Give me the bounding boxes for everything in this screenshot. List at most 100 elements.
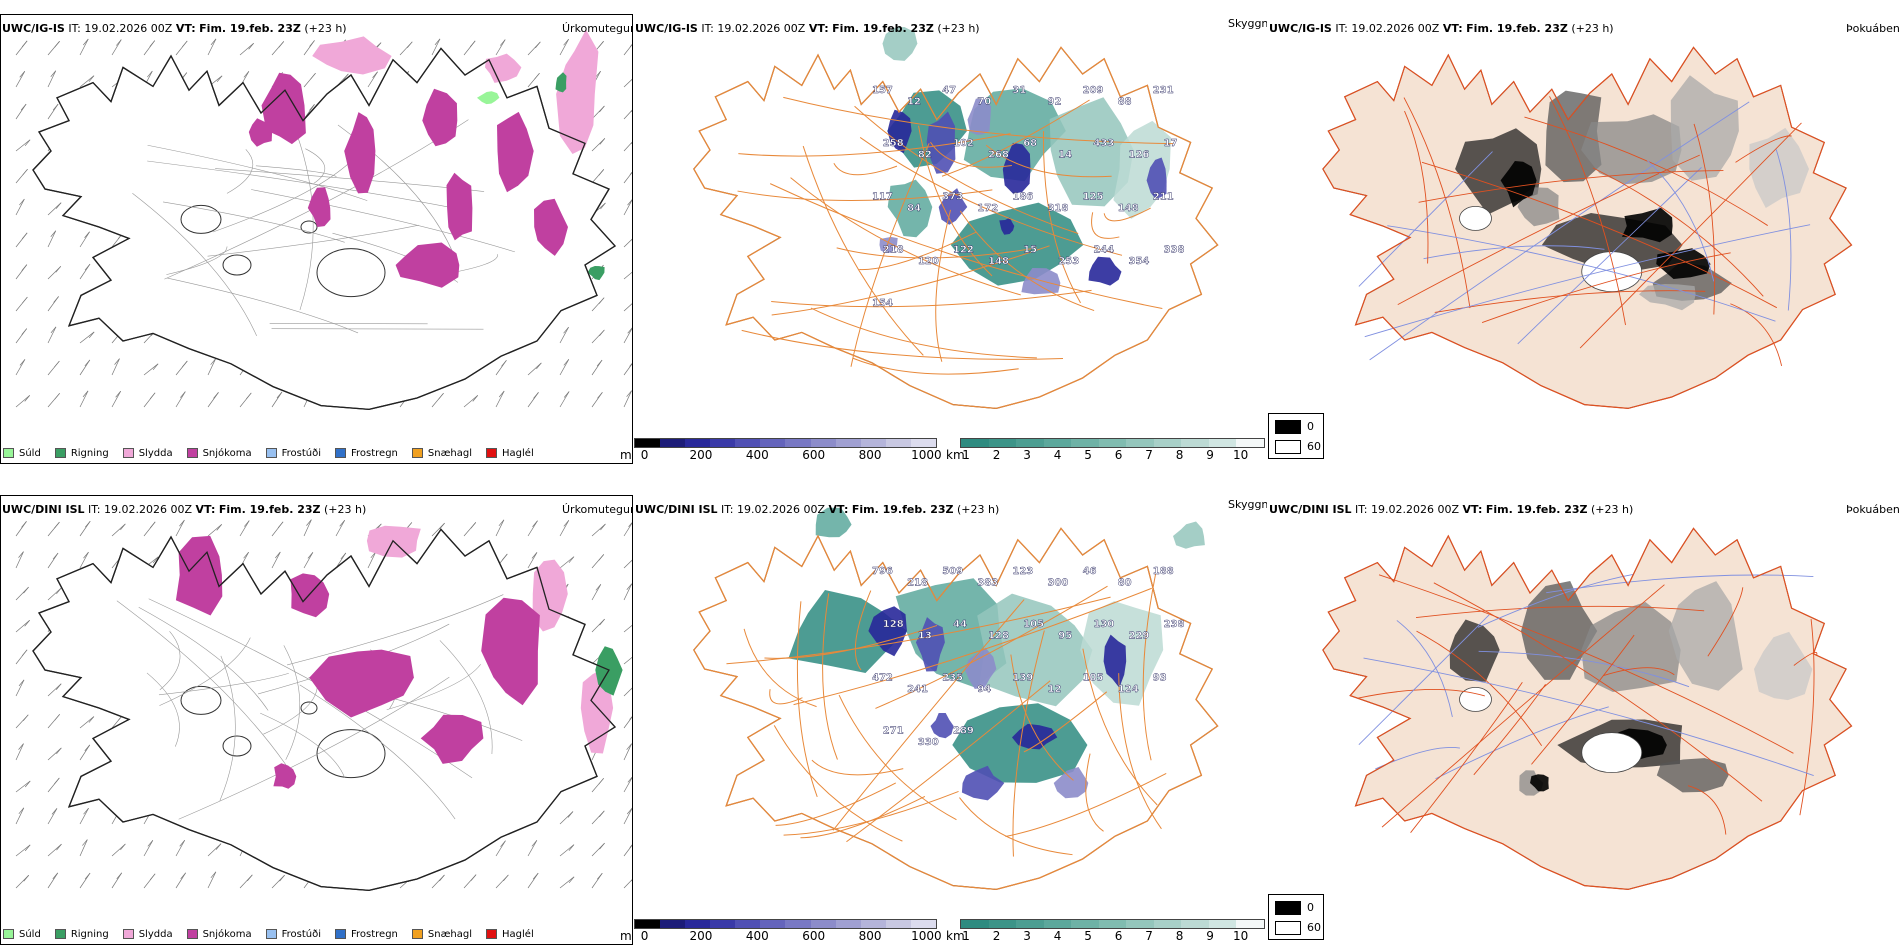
fog-indicator-area xyxy=(1581,602,1681,692)
cloud-base-label: 128 xyxy=(883,619,904,630)
colorbar-strip xyxy=(634,919,937,929)
sleet-area xyxy=(556,29,599,155)
colorbar-tick-label: 1000 xyxy=(911,929,942,943)
colorbar-tick-label: 9 xyxy=(1206,448,1214,462)
cloud-base-label: 12 xyxy=(907,96,921,107)
legend-item: Frostregn xyxy=(335,929,398,940)
wind-barb xyxy=(79,744,91,761)
cloud-base-area xyxy=(887,109,912,154)
wind-barb-flag xyxy=(629,716,632,720)
wind-barb-flag xyxy=(472,395,479,402)
road-line xyxy=(1418,170,1724,203)
river-line xyxy=(1358,614,1490,746)
wind-barb xyxy=(623,303,632,312)
road-line xyxy=(1043,131,1081,304)
wind-barb-flag xyxy=(24,139,31,147)
wind-barb-flag xyxy=(596,359,603,367)
cloud-base-label: 46 xyxy=(1083,566,1097,577)
drizzle-area xyxy=(477,91,500,105)
colorbar-segment xyxy=(910,920,936,928)
wind-barb-flag xyxy=(52,552,59,560)
road-line xyxy=(941,99,1090,177)
cloud-base-label: 93 xyxy=(1153,672,1167,683)
colorbar-unit: km xyxy=(946,929,965,943)
colorbar-segment xyxy=(735,439,761,447)
legend-label: Súld xyxy=(19,447,41,459)
glacier-area xyxy=(1459,686,1492,712)
wind-barb xyxy=(495,39,506,56)
panel-header-visibility-top: UWC/IG-IS IT: 19.02.2026 00Z VT: Fim. 19… xyxy=(635,22,980,35)
legend-swatch xyxy=(411,448,423,458)
road-line xyxy=(810,307,1037,359)
wind-barb xyxy=(495,840,506,857)
wind-barb xyxy=(623,199,632,216)
legend-item: Snjókoma xyxy=(186,448,252,459)
snowfall-area xyxy=(261,72,306,145)
cloud-base-label: 124 xyxy=(1118,684,1139,695)
wind-barb xyxy=(47,747,62,761)
fog-indicator-area xyxy=(1749,127,1809,208)
wind-barb-flag xyxy=(243,551,249,559)
wind-barb-flag xyxy=(532,872,539,880)
colorbar-tick-label: 6 xyxy=(1114,448,1123,462)
river-line xyxy=(1396,620,1453,718)
colorbar-segment xyxy=(1098,920,1127,928)
wind-barb xyxy=(623,327,632,344)
wind-barb-flag xyxy=(181,40,188,48)
wind-barb xyxy=(79,331,95,344)
road-line xyxy=(1524,116,1768,226)
road-line xyxy=(255,165,337,177)
wind-barb-flag xyxy=(83,38,89,46)
colorbar-tick-label: 10 xyxy=(1232,929,1249,943)
rain-area xyxy=(555,72,567,93)
precip-type-legend-top: Súld Rigning Slydda Snjókoma Frostúði Frostre… xyxy=(3,445,534,461)
wind-barb xyxy=(175,391,186,408)
legend-label: Slydda xyxy=(138,928,173,940)
colorbar-tick-label: 1 xyxy=(962,448,970,462)
wind-barb-flag xyxy=(243,520,250,527)
wind-barb-flag xyxy=(501,360,507,367)
wind-barb-flag xyxy=(599,810,605,818)
cloud-base-label: 318 xyxy=(1048,203,1069,214)
wind-barb xyxy=(15,198,25,216)
wind-barb-flag xyxy=(598,169,605,176)
road-line xyxy=(167,277,359,334)
road-line xyxy=(832,599,1025,831)
snowfall-area xyxy=(395,242,460,288)
low-visibility-area xyxy=(815,507,852,538)
wind-barb-flag xyxy=(22,296,28,304)
snowfall-area xyxy=(481,597,540,706)
colorbar-tick-label: 4 xyxy=(1053,448,1062,462)
cloud-base-label: 139 xyxy=(1012,672,1033,683)
wind-barb-flag xyxy=(563,326,569,334)
wind-barb xyxy=(207,871,217,889)
river-line xyxy=(1775,149,1792,311)
lead-time: (+23 h) xyxy=(324,503,367,516)
wind-barb xyxy=(495,519,505,537)
wind-barb-flag xyxy=(531,552,538,559)
panel-header-precip-top: UWC/IG-IS IT: 19.02.2026 00Z VT: Fim. 19… xyxy=(2,22,347,35)
fog-indicator-area xyxy=(1449,619,1500,682)
ring-road xyxy=(693,46,1219,410)
colorbar-tick-label: 0 xyxy=(640,929,649,943)
wind-barb-flag xyxy=(147,840,154,847)
fog-key-min-swatch xyxy=(1275,901,1301,915)
road-line xyxy=(132,192,257,336)
colorbar-segment xyxy=(1181,920,1209,928)
wind-barb-flag xyxy=(152,556,159,564)
legend-label: Frostregn xyxy=(351,447,398,459)
wind-barb-flag xyxy=(88,331,95,339)
wind-barb-flag xyxy=(499,39,506,46)
wind-barb xyxy=(79,390,89,408)
road-line xyxy=(1687,785,1727,835)
lead-time: (+23 h) xyxy=(304,22,347,35)
colorbar-segment xyxy=(1236,439,1265,447)
glacier-outline xyxy=(222,254,252,276)
river-line xyxy=(1364,224,1811,338)
wind-barb-flag xyxy=(630,142,632,144)
vt-label: VT: xyxy=(1442,22,1463,35)
wind-barb xyxy=(591,523,606,537)
it-label: IT: xyxy=(68,22,81,35)
wind-barb xyxy=(207,358,216,376)
wind-barb-flag xyxy=(19,198,25,206)
